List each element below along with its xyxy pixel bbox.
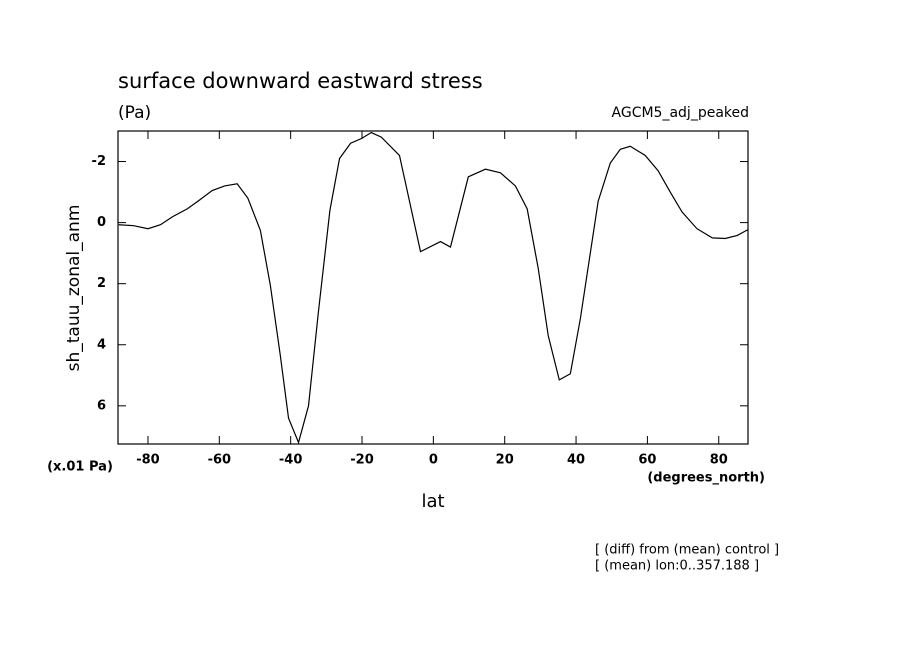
annotation: AGCM5_adj_peaked: [612, 105, 749, 121]
x-tick-label: 20: [496, 453, 514, 468]
chart-title: surface downward eastward stress: [118, 69, 483, 93]
x-tick-label: -80: [136, 453, 160, 468]
y-axis-label: sh_tauu_zonal_anm: [64, 205, 84, 372]
y-units: (x.01 Pa): [47, 460, 113, 475]
x-axis-label: lat: [421, 491, 444, 512]
y-tick-label: -2: [92, 154, 106, 169]
x-tick-label: -40: [279, 453, 303, 468]
note: [ (mean) lon:0..357.188 ]: [595, 559, 759, 574]
x-tick-label: -60: [208, 453, 232, 468]
x-tick-label: 40: [567, 453, 585, 468]
x-tick-label: -20: [350, 453, 374, 468]
data-line: [118, 131, 749, 445]
x-tick-label: 60: [638, 453, 656, 468]
x-units: (degrees_north): [647, 471, 765, 486]
y-tick-label: 6: [97, 398, 106, 413]
x-tick-label: 80: [710, 453, 728, 468]
y-tick-label: 0: [97, 215, 106, 230]
note: [ (diff) from (mean) control ]: [595, 543, 779, 558]
x-tick-label: 0: [429, 453, 438, 468]
y-tick-label: 2: [97, 276, 106, 291]
subtitle: (Pa): [118, 103, 151, 123]
y-tick-label: 4: [97, 337, 106, 352]
